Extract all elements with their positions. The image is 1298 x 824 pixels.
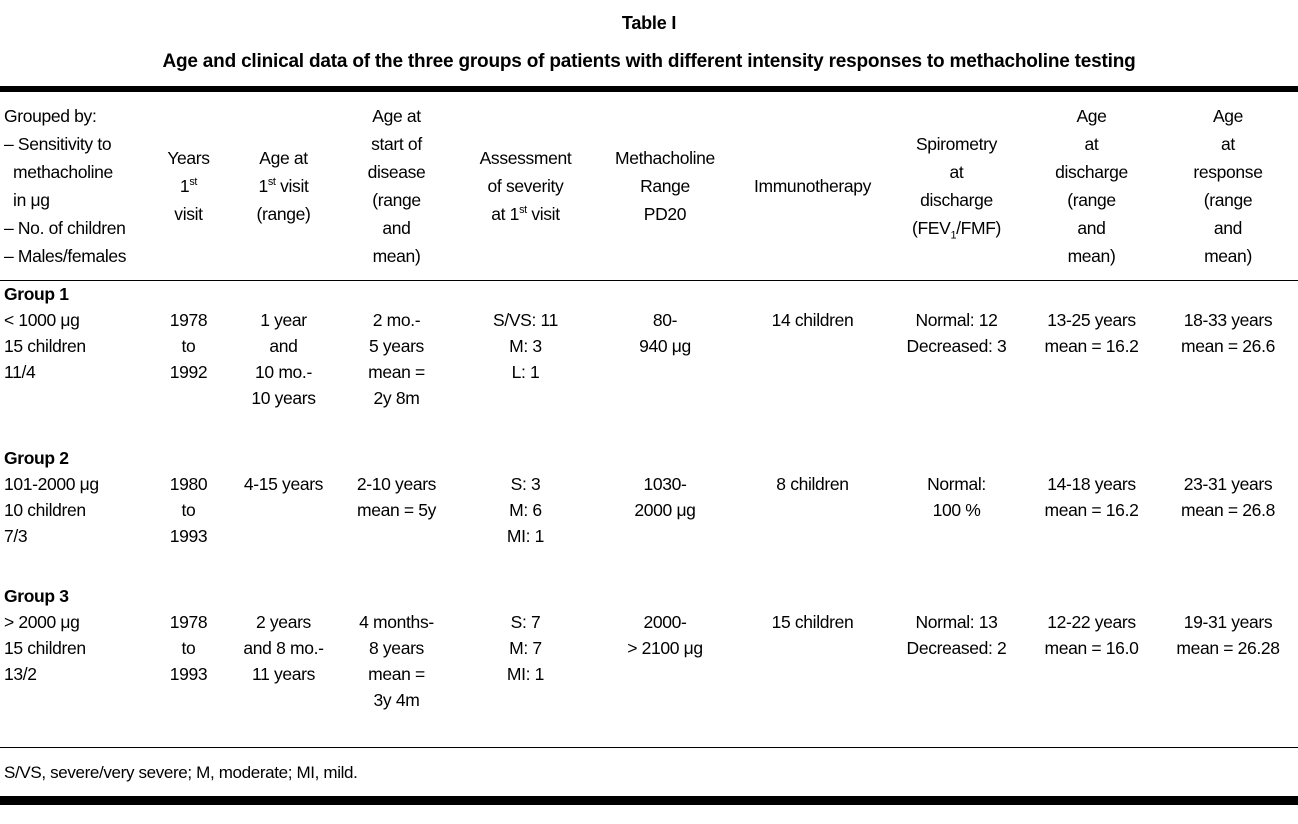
table-cell-years-first-visit: 1978 to 1993	[169, 612, 208, 684]
header-cell-age-at-response: Age at response (range and mean)	[1158, 92, 1298, 281]
clinical-data-table: Grouped by: – Sensitivity to methacholine…	[0, 92, 1298, 747]
group-label: Group 3	[4, 586, 69, 606]
table-cell-age-at-first-visit: 1 year and 10 mo.- 10 years	[251, 310, 316, 408]
table-header: Grouped by: – Sensitivity to methacholine…	[0, 92, 1298, 281]
header-cell-immunotherapy: Immunotherapy	[737, 92, 888, 281]
table-cell-years-first-visit: 1980 to 1993	[169, 474, 208, 546]
header-cell-spirometry-at-discharge: Spirometry at discharge (FEV1/FMF)	[888, 92, 1025, 281]
table-cell-methacholine-range: 80- 940 μg	[639, 310, 691, 356]
table-subtitle: Age and clinical data of the three group…	[162, 51, 1136, 72]
table-cell-spirometry-at-discharge: Normal: 12 Decreased: 3	[906, 310, 1007, 356]
table-cell-immunotherapy: 8 children	[776, 474, 849, 494]
table-cell-assessment-of-severity: S: 7 M: 7 MI: 1	[506, 612, 545, 684]
table-cell-years-first-visit: 1978 to 1992	[169, 310, 208, 382]
group-row: Group 3 > 2000 μg 15 children 13/2 1978 to 199…	[0, 583, 1298, 747]
bottom-rule	[0, 796, 1298, 805]
table-cell-age-at-response: 23-31 years mean = 26.8	[1181, 474, 1275, 520]
table-cell-spirometry-at-discharge: Normal: 100 %	[927, 474, 986, 520]
group-row: Group 2 101-2000 μg 10 children 7/3 1980 to 19…	[0, 445, 1298, 583]
table-cell-grouped-by: Group 3 > 2000 μg 15 children 13/2	[4, 586, 86, 684]
header-cell-age-at-discharge: Age at discharge (range and mean)	[1025, 92, 1158, 281]
table-cell-age-at-discharge: 14-18 years mean = 16.2	[1044, 474, 1139, 520]
table-cell-age-at-start-of-disease: 2 mo.- 5 years mean = 2y 8m	[368, 310, 425, 408]
header-cell-age-at-first-visit: Age at 1st visit (range)	[232, 92, 335, 281]
table-body: Group 1 < 1000 μg 15 children 11/4 1978 to 199…	[0, 281, 1298, 748]
table-cell-assessment-of-severity: S: 3 M: 6 MI: 1	[506, 474, 545, 546]
table-cell-age-at-discharge: 13-25 years mean = 16.2	[1044, 310, 1139, 356]
table-footnote: S/VS, severe/very severe; M, moderate; M…	[4, 763, 358, 782]
header-cell-years-first-visit: Years 1st visit	[145, 92, 232, 281]
table-cell-immunotherapy: 15 children	[771, 612, 854, 632]
table-cell-immunotherapy: 14 children	[771, 310, 854, 330]
header-cell-grouped-by: Grouped by: – Sensitivity to methacholine…	[0, 92, 145, 281]
table-cell-age-at-discharge: 12-22 years mean = 16.0	[1044, 612, 1139, 658]
footnote-section: S/VS, severe/very severe; M, moderate; M…	[0, 747, 1298, 796]
header-cell-assessment-of-severity: Assessment of severity at 1st visit	[458, 92, 593, 281]
table-cell-age-at-response: 18-33 years mean = 26.6	[1181, 310, 1275, 356]
table-cell-grouped-by: Group 1 < 1000 μg 15 children 11/4	[4, 284, 86, 382]
table-cell-methacholine-range: 1030- 2000 μg	[634, 474, 696, 520]
table-cell-methacholine-range: 2000- > 2100 μg	[627, 612, 703, 658]
table-cell-age-at-start-of-disease: 2-10 years mean = 5y	[356, 474, 437, 520]
table-cell-age-at-start-of-disease: 4 months- 8 years mean = 3y 4m	[359, 612, 434, 710]
table-cell-spirometry-at-discharge: Normal: 13 Decreased: 2	[906, 612, 1007, 658]
group-label: Group 1	[4, 284, 69, 304]
header-cell-age-at-start-of-disease: Age at start of disease (range and mean)	[335, 92, 458, 281]
table-cell-assessment-of-severity: S/VS: 11 M: 3 L: 1	[493, 310, 558, 382]
group-label: Group 2	[4, 448, 69, 468]
header-cell-methacholine-range: Methacholine Range PD20	[593, 92, 737, 281]
table-cell-age-at-first-visit: 2 years and 8 mo.- 11 years	[243, 612, 324, 684]
header-row: Grouped by: – Sensitivity to methacholine…	[0, 92, 1298, 281]
table-cell-grouped-by: Group 2 101-2000 μg 10 children 7/3	[4, 448, 99, 546]
table-title: Table I	[621, 13, 677, 33]
top-rule	[0, 86, 1298, 92]
group-row: Group 1 < 1000 μg 15 children 11/4 1978 to 199…	[0, 281, 1298, 446]
table-cell-age-at-response: 19-31 years mean = 26.28	[1176, 612, 1280, 658]
table-cell-age-at-first-visit: 4-15 years	[243, 474, 324, 494]
